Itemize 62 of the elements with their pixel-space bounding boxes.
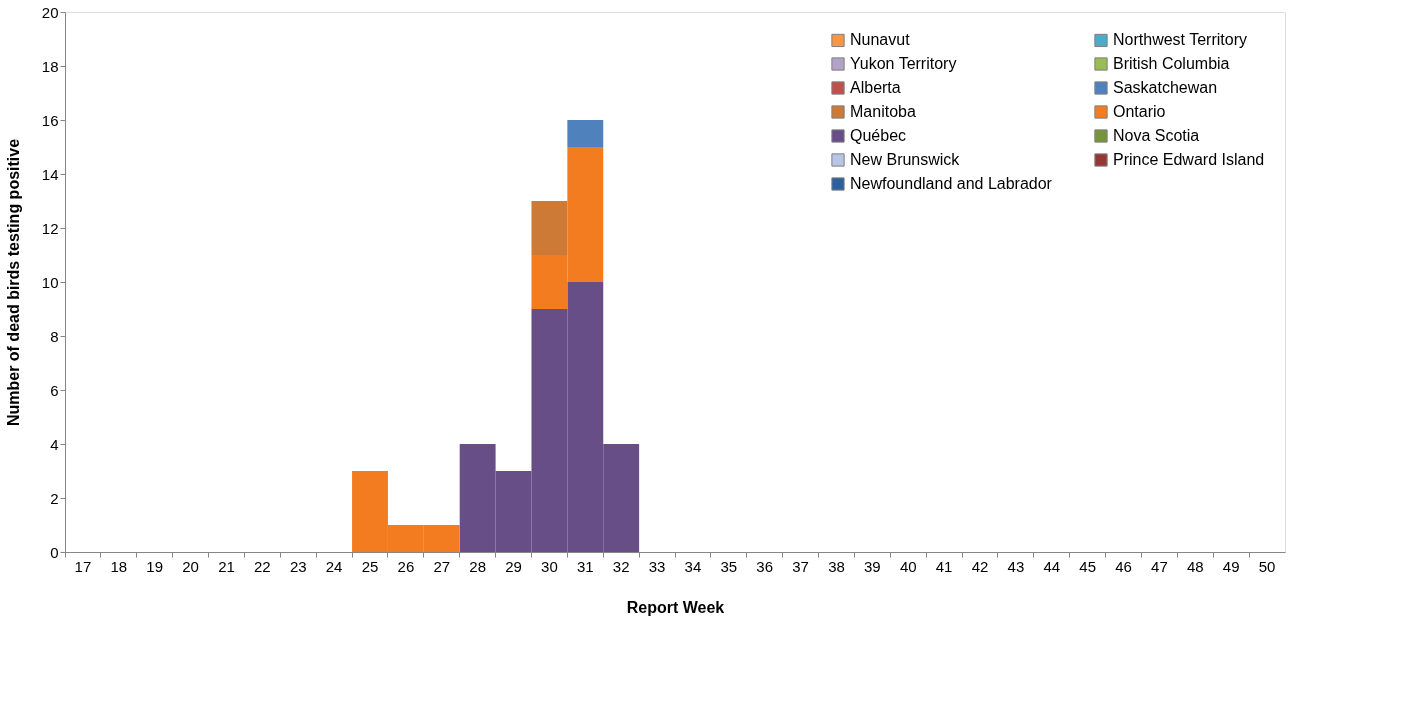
y-tick-label: 8 xyxy=(50,327,59,345)
y-tick-label: 2 xyxy=(50,489,59,507)
x-tick-label: 30 xyxy=(541,557,558,575)
x-tick-label: 31 xyxy=(576,557,594,575)
y-tick-label: 0 xyxy=(50,543,59,561)
x-tick-label: 20 xyxy=(182,557,199,575)
legend-label: Newfoundland and Labrador xyxy=(850,175,1053,192)
x-tick-label: 19 xyxy=(146,557,164,575)
x-tick-label: 32 xyxy=(612,557,630,575)
x-axis-title: Report Week xyxy=(626,598,725,616)
legend-label: British Columbia xyxy=(1113,55,1230,72)
x-tick-label: 24 xyxy=(325,557,343,575)
bar xyxy=(567,120,604,147)
x-tick-label: 36 xyxy=(756,557,774,575)
legend-label: Ontario xyxy=(1113,103,1166,120)
y-tick-label: 10 xyxy=(41,273,59,291)
y-tick-label: 4 xyxy=(50,435,59,453)
x-tick-label: 33 xyxy=(648,557,666,575)
legend-label: Prince Edward Island xyxy=(1113,151,1265,168)
x-tick-label: 48 xyxy=(1186,557,1204,575)
x-tick-label: 28 xyxy=(469,557,486,575)
x-tick-label: 44 xyxy=(1043,557,1061,575)
y-tick-label: 14 xyxy=(41,165,59,183)
x-tick-label: 50 xyxy=(1258,557,1276,575)
legend-label: Alberta xyxy=(850,79,901,96)
y-tick-label: 12 xyxy=(41,219,59,237)
y-tick-label: 20 xyxy=(41,3,59,21)
x-tick-label: 18 xyxy=(110,557,128,575)
legend-label: Yukon Territory xyxy=(850,55,957,72)
x-tick-label: 37 xyxy=(792,557,809,575)
x-tick-label: 43 xyxy=(1007,557,1025,575)
x-tick-label: 46 xyxy=(1115,557,1132,575)
legend-label: Saskatchewan xyxy=(1113,79,1218,96)
x-tick-label: 25 xyxy=(361,557,379,575)
y-axis-title: Number of dead birds testing positive xyxy=(4,138,22,427)
legend-label: Nunavut xyxy=(850,31,911,49)
x-tick-label: 38 xyxy=(828,557,845,575)
x-tick-label: 35 xyxy=(720,557,738,575)
x-tick-label: 39 xyxy=(864,557,881,575)
x-tick-label: 34 xyxy=(684,557,702,575)
legend-label: New Brunswick xyxy=(850,151,961,168)
x-tick-label: 29 xyxy=(505,557,522,575)
y-tick-label: 16 xyxy=(41,111,59,129)
x-tick-label: 47 xyxy=(1151,557,1168,575)
x-tick-label: 23 xyxy=(289,557,307,575)
x-tick-label: 45 xyxy=(1079,557,1096,575)
x-tick-label: 27 xyxy=(433,557,451,575)
x-tick-label: 40 xyxy=(899,557,917,575)
x-tick-label: 26 xyxy=(397,557,415,575)
x-tick-label: 41 xyxy=(935,557,953,575)
legend-label: Northwest Territory xyxy=(1113,31,1247,49)
x-tick-label: 42 xyxy=(971,557,989,575)
y-tick-label: 6 xyxy=(50,381,59,399)
legend-label: Manitoba xyxy=(850,103,916,120)
x-tick-label: 17 xyxy=(74,557,92,575)
y-tick-label: 18 xyxy=(41,57,59,75)
x-tick-label: 21 xyxy=(218,557,235,575)
legend-label: Québec xyxy=(850,127,907,144)
x-tick-label: 49 xyxy=(1222,557,1240,575)
bar xyxy=(531,201,568,255)
legend-label: Nova Scotia xyxy=(1113,127,1200,144)
x-tick-label: 22 xyxy=(254,557,271,575)
